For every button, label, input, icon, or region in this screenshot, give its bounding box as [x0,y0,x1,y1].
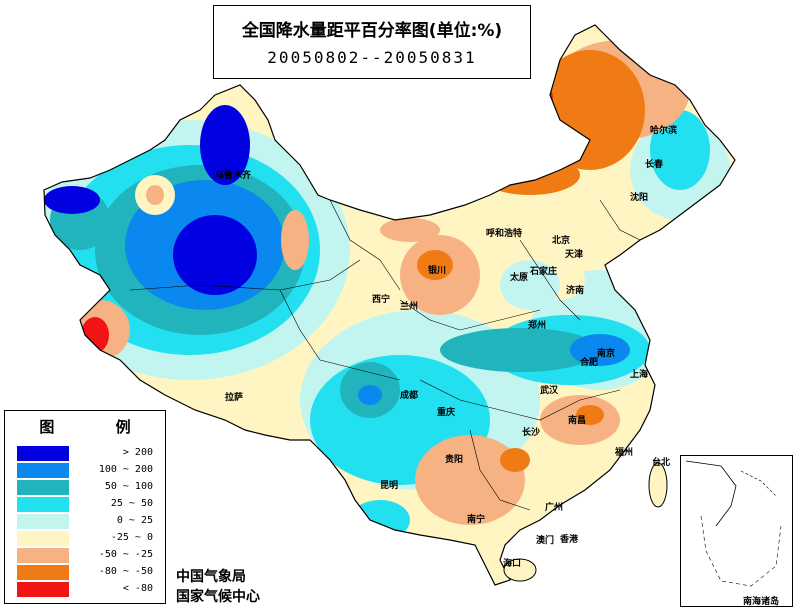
city-label: 银川 [428,266,447,276]
inset-label: 南海诸岛 [743,597,780,607]
city-label: 昆明 [380,481,399,491]
center-name: 国家气候中心 [176,589,260,605]
legend-label: -50 ~ -25 [98,549,153,560]
legend-swatch [17,565,69,580]
city-label: 济南 [566,286,585,296]
legend-label: -80 ~ -50 [98,566,153,577]
city-label: 台北 [652,458,671,468]
contour-fills [44,40,730,540]
city-label: 澳门 [536,536,555,546]
city-label: 乌鲁木齐 [215,171,252,181]
legend-swatch [17,514,69,529]
city-label: 哈尔滨 [650,126,678,136]
legend-label: 50 ~ 100 [104,481,153,492]
legend-item: -80 ~ -50 [17,565,165,580]
legend-item: -50 ~ -25 [17,548,165,563]
legend-item: 100 ~ 200 [17,463,165,478]
city-label: 西宁 [372,295,391,305]
city-label: 武汉 [540,386,559,396]
city-label: 呼和浩特 [486,229,523,239]
legend-swatch [17,531,69,546]
city-label: 香港 [560,535,579,545]
legend-swatch [17,582,69,597]
city-label: 郑州 [528,321,547,331]
legend-label: > 200 [122,447,153,458]
city-label: 长春 [645,160,664,170]
city-label: 贵阳 [445,455,464,465]
legend: 图 例 > 200 100 ~ 200 50 ~ 100 25 ~ 50 0 ~ 25 -… [4,410,166,604]
city-label: 南宁 [467,515,486,525]
city-label: 石家庄 [530,267,558,277]
city-label: 南京 [597,349,616,359]
title-box: 全国降水量距平百分率图(单位:%) 20050802--20050831 [213,5,531,79]
city-label: 成都 [400,391,419,401]
city-label: 南昌 [568,416,587,426]
city-label: 沈阳 [630,193,649,203]
city-label: 兰州 [400,302,419,312]
legend-title: 图 例 [39,418,159,436]
city-label: 广州 [545,503,564,513]
city-label: 上海 [630,370,649,380]
legend-label: 100 ~ 200 [98,464,153,475]
city-label: 太原 [510,273,529,283]
province-borders [129,199,641,511]
legend-label: < -80 [122,583,153,594]
city-label: 北京 [552,236,571,246]
city-label: 合肥 [580,358,599,368]
legend-item: 25 ~ 50 [17,497,165,512]
legend-item: -25 ~ 0 [17,531,165,546]
legend-item: < -80 [17,582,165,597]
city-label: 福州 [615,448,634,458]
agency-name: 中国气象局 [176,569,246,585]
legend-swatch [17,446,69,461]
city-label: 长沙 [522,428,541,438]
legend-swatch [17,497,69,512]
south-sea-inset: 南海诸岛 [680,455,793,607]
legend-swatch [17,480,69,495]
legend-item: > 200 [17,446,165,461]
city-label: 天津 [565,250,584,260]
legend-item: 0 ~ 25 [17,514,165,529]
legend-label: 25 ~ 50 [110,498,153,509]
date-range: 20050802--20050831 [267,48,477,67]
city-label: 海口 [503,559,522,569]
legend-item: 50 ~ 100 [17,480,165,495]
city-label: 重庆 [437,408,456,418]
legend-swatch [17,548,69,563]
city-label: 拉萨 [225,393,244,403]
legend-label: 0 ~ 25 [116,515,153,526]
map-title: 全国降水量距平百分率图(单位:%) [241,21,503,41]
legend-label: -25 ~ 0 [110,532,153,543]
legend-swatch [17,463,69,478]
